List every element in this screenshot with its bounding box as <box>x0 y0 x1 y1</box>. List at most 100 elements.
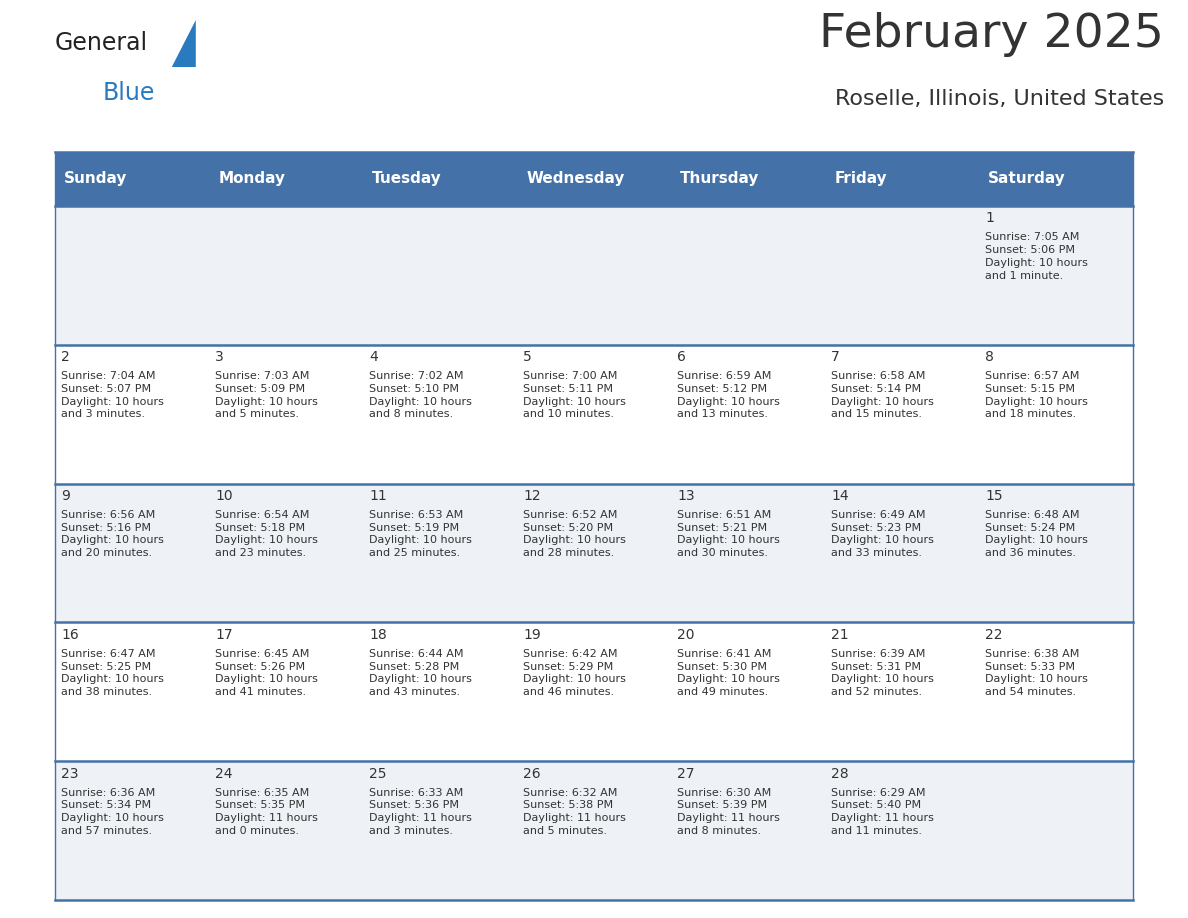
FancyBboxPatch shape <box>517 152 671 206</box>
Text: 4: 4 <box>369 351 378 364</box>
FancyBboxPatch shape <box>517 484 671 622</box>
FancyBboxPatch shape <box>517 622 671 761</box>
Text: 9: 9 <box>61 489 70 503</box>
Text: Sunrise: 6:38 AM
Sunset: 5:33 PM
Daylight: 10 hours
and 54 minutes.: Sunrise: 6:38 AM Sunset: 5:33 PM Dayligh… <box>985 649 1088 697</box>
Text: 22: 22 <box>985 628 1003 642</box>
Text: 11: 11 <box>369 489 387 503</box>
Text: Blue: Blue <box>103 81 156 105</box>
FancyBboxPatch shape <box>209 152 364 206</box>
FancyBboxPatch shape <box>55 622 209 761</box>
FancyBboxPatch shape <box>364 484 517 622</box>
Text: Sunrise: 6:35 AM
Sunset: 5:35 PM
Daylight: 11 hours
and 0 minutes.: Sunrise: 6:35 AM Sunset: 5:35 PM Dayligh… <box>215 788 318 836</box>
Text: Sunrise: 6:42 AM
Sunset: 5:29 PM
Daylight: 10 hours
and 46 minutes.: Sunrise: 6:42 AM Sunset: 5:29 PM Dayligh… <box>523 649 626 697</box>
FancyBboxPatch shape <box>55 206 209 344</box>
FancyBboxPatch shape <box>979 344 1133 484</box>
FancyBboxPatch shape <box>209 344 364 484</box>
Text: 19: 19 <box>523 628 541 642</box>
FancyBboxPatch shape <box>979 152 1133 206</box>
FancyBboxPatch shape <box>55 484 209 622</box>
Text: Sunrise: 6:44 AM
Sunset: 5:28 PM
Daylight: 10 hours
and 43 minutes.: Sunrise: 6:44 AM Sunset: 5:28 PM Dayligh… <box>369 649 472 697</box>
Text: Roselle, Illinois, United States: Roselle, Illinois, United States <box>835 89 1164 108</box>
Text: Sunrise: 6:39 AM
Sunset: 5:31 PM
Daylight: 10 hours
and 52 minutes.: Sunrise: 6:39 AM Sunset: 5:31 PM Dayligh… <box>832 649 934 697</box>
FancyBboxPatch shape <box>824 484 979 622</box>
Text: 23: 23 <box>61 767 78 780</box>
Text: Sunrise: 6:29 AM
Sunset: 5:40 PM
Daylight: 11 hours
and 11 minutes.: Sunrise: 6:29 AM Sunset: 5:40 PM Dayligh… <box>832 788 934 836</box>
Text: Sunrise: 6:57 AM
Sunset: 5:15 PM
Daylight: 10 hours
and 18 minutes.: Sunrise: 6:57 AM Sunset: 5:15 PM Dayligh… <box>985 371 1088 420</box>
Text: Monday: Monday <box>219 172 285 186</box>
FancyBboxPatch shape <box>517 761 671 900</box>
FancyBboxPatch shape <box>364 206 517 344</box>
Text: 17: 17 <box>215 628 233 642</box>
FancyBboxPatch shape <box>517 206 671 344</box>
Text: Tuesday: Tuesday <box>372 172 442 186</box>
Text: Sunrise: 6:33 AM
Sunset: 5:36 PM
Daylight: 11 hours
and 3 minutes.: Sunrise: 6:33 AM Sunset: 5:36 PM Dayligh… <box>369 788 472 836</box>
Text: 28: 28 <box>832 767 848 780</box>
FancyBboxPatch shape <box>979 761 1133 900</box>
FancyBboxPatch shape <box>824 206 979 344</box>
FancyBboxPatch shape <box>671 152 824 206</box>
Text: Sunrise: 6:56 AM
Sunset: 5:16 PM
Daylight: 10 hours
and 20 minutes.: Sunrise: 6:56 AM Sunset: 5:16 PM Dayligh… <box>61 509 164 558</box>
Text: Sunrise: 6:53 AM
Sunset: 5:19 PM
Daylight: 10 hours
and 25 minutes.: Sunrise: 6:53 AM Sunset: 5:19 PM Dayligh… <box>369 509 472 558</box>
FancyBboxPatch shape <box>364 622 517 761</box>
Text: 3: 3 <box>215 351 223 364</box>
FancyBboxPatch shape <box>979 484 1133 622</box>
FancyBboxPatch shape <box>364 152 517 206</box>
FancyBboxPatch shape <box>979 622 1133 761</box>
FancyBboxPatch shape <box>824 152 979 206</box>
FancyBboxPatch shape <box>979 206 1133 344</box>
Text: Sunrise: 6:41 AM
Sunset: 5:30 PM
Daylight: 10 hours
and 49 minutes.: Sunrise: 6:41 AM Sunset: 5:30 PM Dayligh… <box>677 649 781 697</box>
FancyBboxPatch shape <box>671 484 824 622</box>
Text: Sunrise: 7:04 AM
Sunset: 5:07 PM
Daylight: 10 hours
and 3 minutes.: Sunrise: 7:04 AM Sunset: 5:07 PM Dayligh… <box>61 371 164 420</box>
FancyBboxPatch shape <box>209 206 364 344</box>
Text: Sunrise: 6:45 AM
Sunset: 5:26 PM
Daylight: 10 hours
and 41 minutes.: Sunrise: 6:45 AM Sunset: 5:26 PM Dayligh… <box>215 649 318 697</box>
FancyBboxPatch shape <box>671 622 824 761</box>
Text: 27: 27 <box>677 767 695 780</box>
Text: Sunrise: 6:49 AM
Sunset: 5:23 PM
Daylight: 10 hours
and 33 minutes.: Sunrise: 6:49 AM Sunset: 5:23 PM Dayligh… <box>832 509 934 558</box>
FancyBboxPatch shape <box>209 484 364 622</box>
FancyBboxPatch shape <box>824 344 979 484</box>
Text: Sunrise: 6:36 AM
Sunset: 5:34 PM
Daylight: 10 hours
and 57 minutes.: Sunrise: 6:36 AM Sunset: 5:34 PM Dayligh… <box>61 788 164 836</box>
FancyBboxPatch shape <box>55 152 209 206</box>
FancyBboxPatch shape <box>364 761 517 900</box>
Text: 7: 7 <box>832 351 840 364</box>
Text: 14: 14 <box>832 489 848 503</box>
Text: Sunrise: 7:05 AM
Sunset: 5:06 PM
Daylight: 10 hours
and 1 minute.: Sunrise: 7:05 AM Sunset: 5:06 PM Dayligh… <box>985 232 1088 281</box>
Text: Sunrise: 6:32 AM
Sunset: 5:38 PM
Daylight: 11 hours
and 5 minutes.: Sunrise: 6:32 AM Sunset: 5:38 PM Dayligh… <box>523 788 626 836</box>
FancyBboxPatch shape <box>364 344 517 484</box>
Text: 5: 5 <box>523 351 532 364</box>
FancyBboxPatch shape <box>55 344 209 484</box>
Text: 18: 18 <box>369 628 387 642</box>
Text: 21: 21 <box>832 628 848 642</box>
Text: 1: 1 <box>985 211 994 226</box>
FancyBboxPatch shape <box>55 761 209 900</box>
Text: 24: 24 <box>215 767 233 780</box>
FancyBboxPatch shape <box>517 344 671 484</box>
Text: Sunrise: 6:51 AM
Sunset: 5:21 PM
Daylight: 10 hours
and 30 minutes.: Sunrise: 6:51 AM Sunset: 5:21 PM Dayligh… <box>677 509 781 558</box>
Text: Saturday: Saturday <box>988 172 1066 186</box>
Text: February 2025: February 2025 <box>820 12 1164 57</box>
FancyBboxPatch shape <box>209 622 364 761</box>
Text: Sunrise: 6:54 AM
Sunset: 5:18 PM
Daylight: 10 hours
and 23 minutes.: Sunrise: 6:54 AM Sunset: 5:18 PM Dayligh… <box>215 509 318 558</box>
Text: Sunrise: 6:58 AM
Sunset: 5:14 PM
Daylight: 10 hours
and 15 minutes.: Sunrise: 6:58 AM Sunset: 5:14 PM Dayligh… <box>832 371 934 420</box>
FancyBboxPatch shape <box>209 761 364 900</box>
FancyBboxPatch shape <box>824 622 979 761</box>
Text: Sunrise: 6:47 AM
Sunset: 5:25 PM
Daylight: 10 hours
and 38 minutes.: Sunrise: 6:47 AM Sunset: 5:25 PM Dayligh… <box>61 649 164 697</box>
Text: Thursday: Thursday <box>681 172 759 186</box>
Text: Sunrise: 6:48 AM
Sunset: 5:24 PM
Daylight: 10 hours
and 36 minutes.: Sunrise: 6:48 AM Sunset: 5:24 PM Dayligh… <box>985 509 1088 558</box>
Polygon shape <box>172 20 196 67</box>
FancyBboxPatch shape <box>671 761 824 900</box>
Text: Friday: Friday <box>834 172 887 186</box>
Text: Sunrise: 7:03 AM
Sunset: 5:09 PM
Daylight: 10 hours
and 5 minutes.: Sunrise: 7:03 AM Sunset: 5:09 PM Dayligh… <box>215 371 318 420</box>
Text: 2: 2 <box>61 351 70 364</box>
Text: 10: 10 <box>215 489 233 503</box>
Text: 12: 12 <box>523 489 541 503</box>
Text: Sunday: Sunday <box>64 172 127 186</box>
Text: Wednesday: Wednesday <box>526 172 625 186</box>
Text: Sunrise: 6:52 AM
Sunset: 5:20 PM
Daylight: 10 hours
and 28 minutes.: Sunrise: 6:52 AM Sunset: 5:20 PM Dayligh… <box>523 509 626 558</box>
Text: 6: 6 <box>677 351 685 364</box>
Text: 15: 15 <box>985 489 1003 503</box>
FancyBboxPatch shape <box>671 206 824 344</box>
Text: 26: 26 <box>523 767 541 780</box>
Text: Sunrise: 6:59 AM
Sunset: 5:12 PM
Daylight: 10 hours
and 13 minutes.: Sunrise: 6:59 AM Sunset: 5:12 PM Dayligh… <box>677 371 781 420</box>
Text: 20: 20 <box>677 628 695 642</box>
